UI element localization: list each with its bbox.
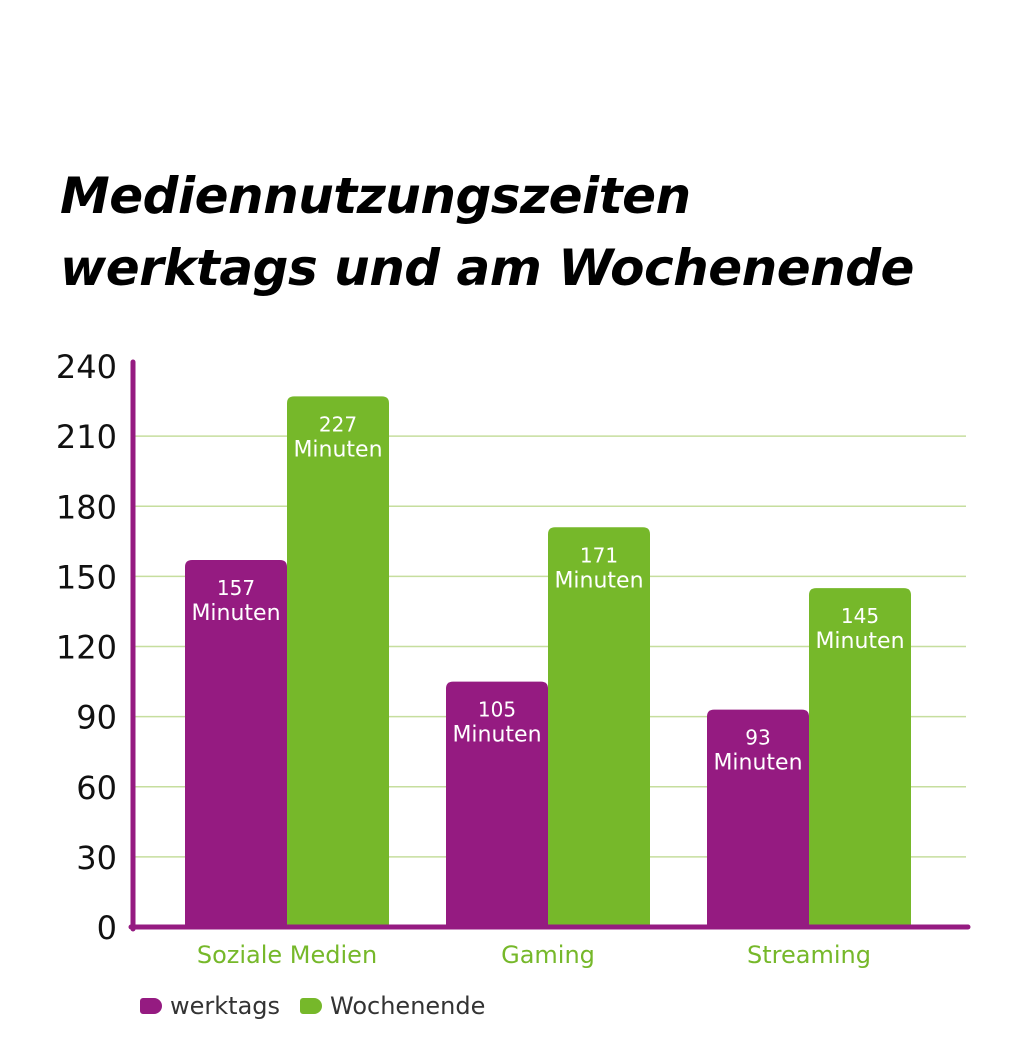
chart-title-line-1: Mediennutzungszeiten <box>60 167 691 225</box>
bar-value-label-werktags-0: 157 <box>217 576 255 600</box>
bar-value-label-wochenende-1: 171 <box>580 543 618 567</box>
y-tick-label-150: 150 <box>56 558 117 596</box>
x-category-label-2: Streaming <box>747 941 871 969</box>
bar-value-label-werktags-2: 93 <box>745 726 770 750</box>
legend-label-werktags: werktags <box>170 992 281 1020</box>
legend-item-wochenende: Wochenende <box>300 992 485 1020</box>
bar-value-label-werktags-1: 105 <box>478 698 516 722</box>
bar-unit-label-werktags-0: Minuten <box>191 601 280 626</box>
bar-unit-label-wochenende-0: Minuten <box>293 437 382 462</box>
y-tick-label-90: 90 <box>76 699 117 737</box>
legend: werktags Wochenende <box>140 992 505 1020</box>
bar-wochenende-1 <box>548 527 650 927</box>
bar-wochenende-2 <box>809 588 911 927</box>
y-tick-label-180: 180 <box>56 488 117 526</box>
legend-item-werktags: werktags <box>140 992 280 1020</box>
bar-unit-label-werktags-1: Minuten <box>452 723 541 748</box>
bar-wochenende-0 <box>287 396 389 927</box>
bar-unit-label-werktags-2: Minuten <box>713 751 802 776</box>
legend-swatch-wochenende <box>300 998 323 1014</box>
y-tick-label-0: 0 <box>97 909 117 947</box>
bar-unit-label-wochenende-1: Minuten <box>554 568 643 593</box>
x-category-label-1: Gaming <box>501 941 595 969</box>
x-category-label-0: Soziale Medien <box>197 941 377 969</box>
y-tick-label-210: 210 <box>56 418 117 456</box>
y-tick-label-240: 240 <box>56 348 117 386</box>
chart-title-line-2: werktags und am Wochenende <box>60 239 914 297</box>
y-tick-label-120: 120 <box>56 629 117 667</box>
bar-werktags-2 <box>707 709 809 927</box>
y-tick-label-30: 30 <box>76 839 117 877</box>
bar-value-label-wochenende-0: 227 <box>319 412 357 436</box>
y-tick-label-60: 60 <box>76 769 117 807</box>
bar-werktags-0 <box>185 560 287 927</box>
bar-value-label-wochenende-2: 145 <box>841 604 879 628</box>
bar-unit-label-wochenende-2: Minuten <box>815 629 904 654</box>
legend-label-wochenende: Wochenende <box>330 992 486 1020</box>
chart-title: Mediennutzungszeiten werktags und am Woc… <box>60 160 914 304</box>
legend-swatch-werktags <box>140 998 162 1014</box>
bar-werktags-1 <box>446 681 548 927</box>
